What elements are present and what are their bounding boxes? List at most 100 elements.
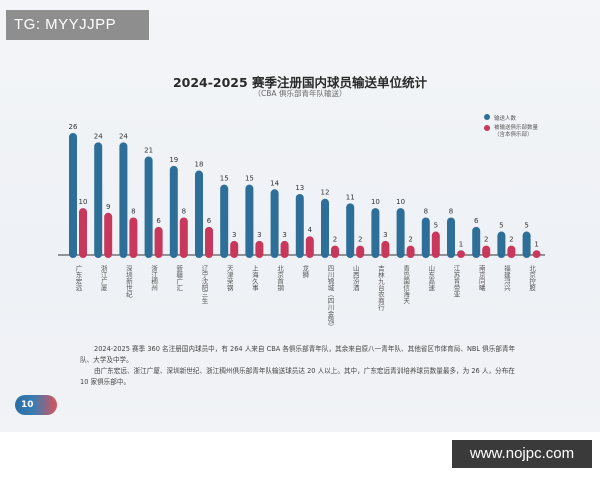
bar-clubs [255, 240, 264, 258]
data-label: 2 [509, 236, 513, 244]
bar-clubs [331, 245, 339, 258]
page-number-badge: 10 [15, 395, 57, 415]
data-label: 2 [408, 236, 412, 244]
paragraph: 2024-2025 赛季 360 名注册国内球员中，有 264 人来自 CBA … [80, 344, 525, 366]
bar-transfers [447, 217, 455, 258]
data-label: 3 [232, 231, 236, 239]
data-label: 4 [308, 226, 313, 234]
legend-swatch-red [484, 125, 490, 131]
bar-transfers [321, 198, 329, 258]
bar-clubs [431, 231, 440, 258]
x-tick-label: 广东宏远 [74, 264, 82, 293]
data-label: 6 [207, 217, 212, 225]
bar-transfers [421, 217, 430, 258]
data-label: 26 [69, 123, 78, 131]
bar-clubs [457, 250, 465, 258]
data-label: 3 [257, 231, 261, 239]
x-tick-label: 浙江广厦 [99, 264, 107, 292]
bar-chart: 2610广东宏远249浙江广厦248深圳新世纪216浙江稠州198新疆广汇186… [58, 123, 545, 330]
x-tick-label: 北京控股 [528, 265, 536, 293]
paragraph-text: 2024-2025 赛季 360 名注册国内球员中，有 264 人来自 CBA … [80, 345, 516, 364]
x-tick-label: 吉林九台农商行 [376, 265, 384, 312]
bar-clubs [507, 245, 516, 258]
data-label: 10 [396, 198, 405, 206]
bar-transfers [220, 184, 229, 258]
data-label: 8 [131, 207, 135, 215]
data-label: 5 [434, 222, 438, 230]
bar-clubs [305, 236, 314, 258]
x-tick-label: 新疆广汇 [175, 264, 183, 292]
paragraph-text: 由广东宏远、浙江广厦、深圳新世纪、浙江稠州俱乐部青年队输送球员达 20 人以上。… [80, 367, 515, 386]
data-label: 6 [474, 217, 479, 225]
data-label: 15 [245, 175, 254, 183]
bar-transfers [396, 208, 405, 258]
data-label: 21 [144, 146, 153, 154]
bar-clubs [104, 212, 113, 258]
legend-item-transfers: 输送人数 [484, 114, 544, 122]
x-tick-label: 南京同曦 [477, 264, 485, 293]
data-label: 10 [371, 198, 380, 206]
data-label: 13 [295, 184, 304, 192]
paragraph: 由广东宏远、浙江广厦、深圳新世纪、浙江稠州俱乐部青年队输送球员达 20 人以上。… [80, 366, 525, 388]
bar-clubs [230, 240, 239, 258]
data-label: 6 [156, 217, 161, 225]
data-label: 2 [333, 236, 337, 244]
bar-clubs [79, 208, 87, 258]
bar-transfers [69, 133, 77, 258]
data-label: 19 [169, 156, 178, 164]
x-tick-label: 天津荣钢 [225, 265, 233, 293]
x-tick-label: 上海久事 [250, 264, 258, 292]
bar-transfers [245, 184, 254, 258]
x-tick-label: 浙江稠州 [150, 264, 158, 292]
data-label: 11 [346, 193, 355, 201]
data-label: 8 [182, 207, 186, 215]
data-label: 9 [106, 203, 110, 211]
bar-clubs [154, 226, 163, 258]
bar-transfers [346, 203, 355, 258]
x-tick-label: 辽宁沈阳三生 [200, 265, 208, 305]
bar-transfers [270, 189, 279, 258]
bar-transfers [295, 194, 304, 258]
data-label: 1 [534, 240, 538, 248]
watermark-top-left: TG: MYYJJPP [6, 10, 149, 40]
bar-clubs [356, 245, 365, 258]
legend-swatch-blue [484, 114, 490, 120]
bar-transfers [169, 165, 178, 258]
bar-transfers [119, 142, 128, 258]
watermark-bottom-right: www.nojpc.com [452, 440, 592, 468]
data-label: 15 [220, 175, 229, 183]
x-tick-label: 四川锦城（四川金强） [326, 265, 334, 330]
x-tick-label: 深圳新世纪 [124, 264, 132, 298]
x-tick-label: 龙狮 [301, 264, 309, 280]
x-tick-label: 青岛国信海天 [402, 264, 410, 306]
x-tick-label: 江苏肯帝亚 [452, 265, 460, 298]
data-label: 3 [383, 231, 387, 239]
bar-transfers [144, 156, 153, 258]
x-tick-label: 山东高速 [427, 264, 435, 293]
legend: 输送人数 被输送俱乐部数量（含本俱乐部） [484, 114, 544, 142]
bar-clubs [280, 240, 289, 258]
bar-transfers [94, 142, 103, 258]
bar-clubs [406, 245, 415, 258]
data-label: 12 [321, 189, 330, 197]
bar-transfers [472, 226, 481, 258]
bar-transfers [195, 170, 203, 258]
chart-subtitle: （CBA 俱乐部青年队输送） [253, 89, 347, 98]
data-label: 5 [524, 222, 528, 230]
data-label: 2 [358, 236, 362, 244]
bar-clubs [129, 217, 138, 258]
data-label: 14 [270, 179, 279, 187]
bar-clubs [179, 217, 188, 258]
data-label: 8 [449, 207, 453, 215]
legend-label: 输送人数 [494, 116, 517, 122]
bar-transfers [522, 231, 531, 258]
data-label: 10 [79, 198, 88, 206]
bar-clubs [205, 226, 213, 258]
bar-clubs [381, 240, 390, 258]
data-label: 8 [424, 207, 428, 215]
x-tick-label: 山西汾酒 [351, 264, 359, 293]
data-label: 2 [484, 236, 488, 244]
chart-title: 2024-2025 赛季注册国内球员输送单位统计 [172, 75, 428, 90]
x-tick-label: 福建浔兴 [502, 264, 510, 293]
data-label: 24 [94, 132, 103, 140]
